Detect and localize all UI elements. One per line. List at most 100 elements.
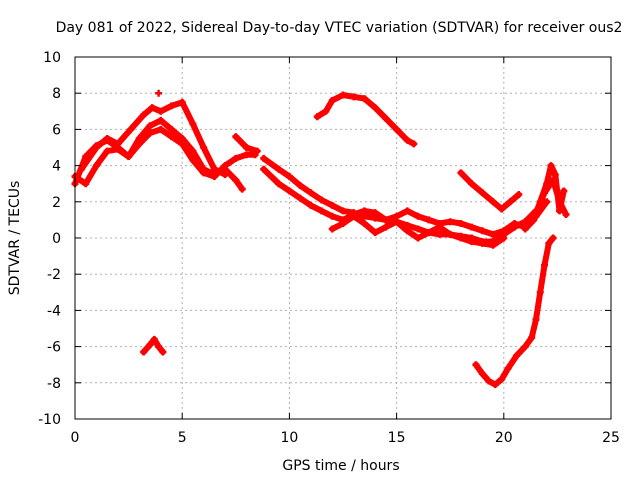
data-point xyxy=(307,201,315,209)
data-point xyxy=(560,187,568,195)
data-point xyxy=(393,125,401,133)
data-point xyxy=(478,370,486,378)
data-point xyxy=(556,198,564,206)
data-point xyxy=(221,162,229,170)
data-point xyxy=(547,162,555,170)
data-point xyxy=(189,156,197,164)
data-point xyxy=(457,220,465,228)
data-point xyxy=(403,207,411,215)
data-point xyxy=(103,147,111,155)
data-point xyxy=(328,96,336,104)
data-point xyxy=(435,223,443,231)
x-tick-label: 15 xyxy=(388,430,406,446)
data-point xyxy=(318,207,326,215)
data-point xyxy=(489,241,497,249)
data-point xyxy=(260,154,268,162)
data-point xyxy=(491,381,499,389)
data-point xyxy=(253,147,261,155)
data-point xyxy=(296,182,304,190)
data-point xyxy=(232,133,240,141)
data-point xyxy=(536,288,544,296)
data-point xyxy=(489,230,497,238)
data-point xyxy=(521,225,529,233)
data-point xyxy=(549,234,557,242)
data-point xyxy=(243,144,251,151)
data-point xyxy=(232,176,240,184)
y-tick-label: 10 xyxy=(43,50,61,66)
data-point xyxy=(414,225,422,233)
data-point xyxy=(328,201,336,209)
data-point xyxy=(200,144,208,151)
data-point xyxy=(530,216,538,224)
data-point xyxy=(468,223,476,231)
y-axis-label: SDTVAR / TECUs xyxy=(7,181,23,296)
data-point xyxy=(410,140,418,148)
y-tick-label: 4 xyxy=(52,159,61,175)
data-point xyxy=(511,220,519,228)
data-point xyxy=(543,198,551,206)
data-point xyxy=(360,220,368,228)
data-point xyxy=(157,116,165,124)
data-point xyxy=(541,261,549,269)
data-point xyxy=(307,189,315,197)
data-point xyxy=(322,107,330,115)
data-point xyxy=(403,136,411,144)
data-point xyxy=(414,234,422,242)
data-point xyxy=(221,171,229,179)
data-point xyxy=(468,180,476,188)
y-tick-label: 0 xyxy=(52,231,61,247)
data-point xyxy=(135,140,143,148)
data-point xyxy=(371,229,379,237)
data-point xyxy=(275,165,283,173)
y-tick-label: 6 xyxy=(52,122,61,138)
data-point xyxy=(403,227,411,235)
data-point xyxy=(210,165,218,173)
axis-ticks: 0 5 10 15 20 25 -10 -8 -6 -4 -2 0 2 4 6 8 10 xyxy=(38,50,620,446)
data-point xyxy=(393,218,401,226)
data-point xyxy=(382,223,390,231)
data-point xyxy=(146,129,154,137)
data-point xyxy=(435,230,443,238)
data-point xyxy=(371,104,379,112)
data-point xyxy=(506,198,514,206)
data-point xyxy=(513,352,521,360)
data-point xyxy=(159,348,167,356)
data-point xyxy=(498,375,506,383)
data-point xyxy=(82,180,90,188)
x-axis-label: GPS time / hours xyxy=(282,458,399,474)
data-point xyxy=(446,230,454,238)
x-tick-label: 20 xyxy=(495,430,513,446)
data-point xyxy=(189,147,197,155)
data-point xyxy=(328,225,336,233)
data-point xyxy=(238,185,246,193)
data-point xyxy=(77,165,85,173)
data-point xyxy=(478,189,486,197)
y-tick-label: -4 xyxy=(47,303,61,319)
data-point xyxy=(350,93,358,101)
data-point xyxy=(382,115,390,123)
data-point xyxy=(562,210,570,218)
data-point xyxy=(114,140,122,148)
data-point xyxy=(551,171,559,179)
data-point xyxy=(549,176,557,184)
data-point xyxy=(146,341,154,349)
data-point xyxy=(92,144,100,151)
data-point xyxy=(232,154,240,162)
data-point xyxy=(457,234,465,242)
data-point xyxy=(360,95,368,103)
data-point xyxy=(167,133,175,141)
x-tick-label: 5 xyxy=(178,430,187,446)
data-point xyxy=(515,191,523,199)
data-point xyxy=(285,187,293,195)
data-points xyxy=(71,89,570,389)
data-point xyxy=(500,234,508,242)
data-point xyxy=(472,361,480,369)
data-point xyxy=(313,113,321,121)
data-point xyxy=(425,216,433,224)
x-tick-label: 10 xyxy=(280,430,298,446)
data-point xyxy=(545,239,553,247)
data-point xyxy=(532,209,540,217)
data-point xyxy=(478,239,486,247)
data-point xyxy=(360,207,368,215)
